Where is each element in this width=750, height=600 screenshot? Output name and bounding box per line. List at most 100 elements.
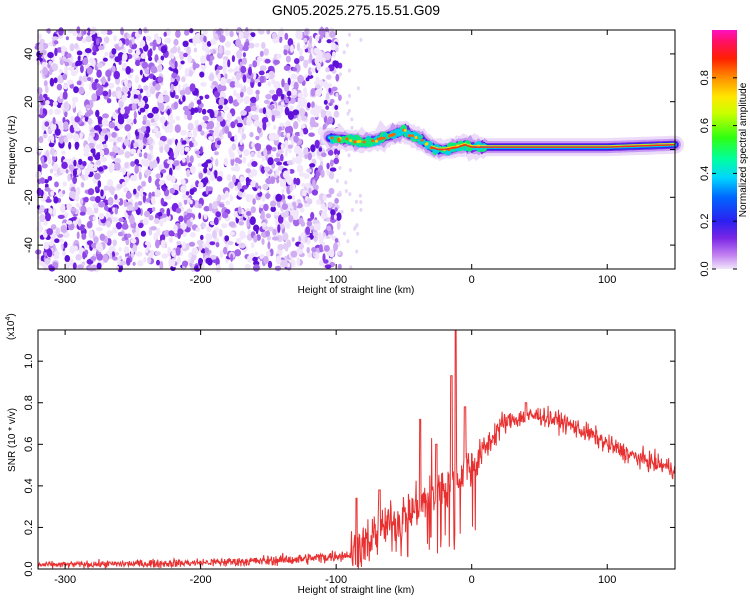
signal-peak — [410, 134, 414, 138]
spectrogram-cell — [275, 193, 283, 202]
spectrogram-cell — [340, 209, 344, 214]
spectrogram-cell — [220, 77, 227, 86]
spectrogram-cell — [77, 32, 82, 38]
spectrogram-cell — [181, 76, 186, 83]
spectrogram-cell — [280, 27, 284, 35]
spectrogram-cell — [96, 144, 100, 150]
spectrogram-cell — [118, 40, 123, 48]
spectrogram-cell — [131, 36, 135, 45]
spectrogram-cell — [305, 182, 310, 188]
spectrogram-cell — [281, 203, 288, 211]
spectrogram-cell — [173, 224, 178, 233]
spectrogram-cell — [328, 248, 335, 258]
spectrogram-cell — [94, 186, 99, 192]
spectrogram-cell — [187, 114, 193, 121]
spectrogram-cell — [217, 72, 221, 81]
spectrogram-cell — [117, 231, 123, 237]
spectrogram-cell — [68, 66, 75, 71]
spectrogram-cell — [325, 105, 330, 110]
spectrogram-cell — [117, 263, 123, 273]
spectrogram-cell — [283, 185, 287, 190]
spectrogram-cell — [250, 32, 256, 38]
spectrogram-cell — [62, 91, 68, 100]
spectrogram-cell — [146, 126, 151, 134]
spectrogram-cell — [106, 30, 113, 35]
spectrogram-cell — [106, 98, 112, 104]
spectrogram-cell — [359, 37, 363, 42]
spectrogram-cell — [62, 250, 67, 257]
spectrogram-cell — [46, 248, 53, 258]
signal-peak — [420, 138, 424, 142]
spectrogram-cell — [223, 105, 229, 111]
spectrogram-cell — [345, 100, 349, 105]
spectrogram-cell — [52, 101, 58, 107]
spectrogram-cell — [189, 188, 195, 195]
spectrogram-cell — [192, 61, 197, 71]
spectrogram-cell — [263, 203, 269, 212]
spectrogram-cell — [92, 216, 97, 221]
spectrogram-cell — [216, 176, 223, 182]
spectrogram-cell — [271, 236, 279, 241]
spectrogram-cell — [178, 201, 183, 208]
spectrogram-cell — [198, 172, 203, 179]
snr-scale-factor: (x104) — [5, 313, 17, 340]
spectrogram-cell — [130, 238, 137, 244]
spectrogram-cell — [248, 66, 252, 76]
spectrogram-cell — [273, 157, 281, 163]
spectrogram-cell — [97, 180, 102, 188]
spectrogram-cell — [349, 265, 353, 270]
spectrogram-cell — [323, 245, 330, 252]
spectrogram-cell — [72, 168, 77, 178]
spectrogram-cell — [259, 65, 267, 72]
snr-scale-exponent: 4 — [5, 317, 12, 321]
spectrogram-cell — [169, 259, 176, 267]
spectrogram-cell — [255, 89, 260, 95]
spectrogram-cell — [333, 214, 337, 220]
spectrogram-cell — [180, 185, 187, 194]
y-tick-label: -40 — [23, 237, 35, 253]
spectrogram-cell — [63, 84, 69, 90]
spectrogram-cell — [210, 38, 217, 45]
spectrogram-cell — [188, 241, 196, 247]
spectrogram-cell — [302, 189, 307, 197]
spectrogram-cell — [48, 207, 53, 216]
spectrogram-cell — [95, 38, 100, 46]
spectrogram-cell — [67, 173, 71, 182]
spectrogram-cell — [268, 70, 275, 80]
spectrogram-cell — [138, 84, 142, 90]
spectrogram-cell — [137, 260, 144, 267]
spectrogram-cell — [309, 163, 316, 168]
spectrogram-cell — [292, 67, 297, 72]
spectrogram-cell — [212, 201, 218, 210]
spectrogram-cell — [263, 148, 268, 158]
spectrogram-cell — [106, 231, 111, 239]
spectrogram-cell — [51, 63, 59, 72]
spectrogram-cell — [254, 143, 262, 149]
spectrogram-cell — [180, 129, 187, 136]
spectrogram-cell — [242, 74, 247, 83]
spectrogram-cell — [254, 251, 259, 256]
spectrogram-cell — [74, 193, 80, 202]
spectrogram-cell — [347, 68, 351, 73]
spectrogram-cell — [156, 259, 160, 266]
spectrogram-cell — [107, 196, 114, 206]
spectrogram-cell — [125, 38, 130, 46]
spectrogram-cell — [43, 93, 48, 99]
spectrogram-cell — [235, 237, 242, 244]
spectrogram-cell — [314, 139, 320, 148]
spectrogram-cell — [323, 99, 328, 105]
spectrogram-cell — [307, 252, 313, 258]
spectrogram-cell — [273, 125, 277, 130]
spectrogram-cell — [266, 110, 272, 119]
spectrogram-cell — [52, 117, 56, 125]
spectrogram-cell — [242, 156, 247, 164]
spectrogram-cell — [234, 119, 239, 125]
spectrogram-cell — [108, 82, 115, 89]
spectrogram-noise-cells — [34, 26, 363, 273]
spectrogram-cell — [252, 60, 258, 68]
spectrogram-cell — [60, 225, 67, 233]
spectrogram-cell — [129, 242, 134, 249]
spectrogram-cell — [300, 232, 306, 240]
spectrogram-cell — [68, 164, 74, 170]
spectrogram-cell — [233, 165, 241, 172]
